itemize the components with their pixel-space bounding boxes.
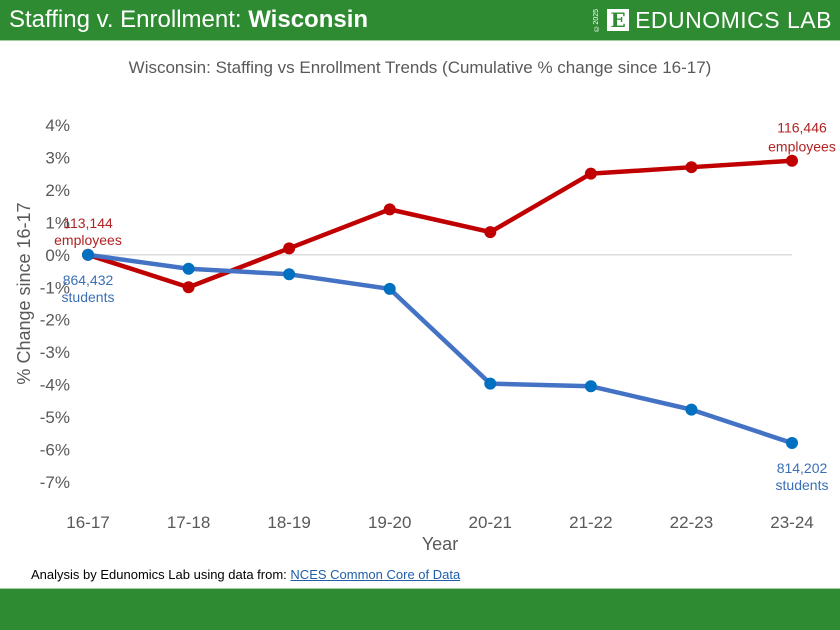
y-tick-label: -6% — [40, 441, 70, 460]
y-tick-label: -4% — [40, 376, 70, 395]
staffing-point — [383, 203, 396, 216]
student-unit-label: students — [62, 289, 115, 305]
enrollment-point — [484, 377, 497, 390]
y-tick-label: -3% — [40, 343, 70, 362]
enrollment-line — [85, 252, 795, 446]
student-count-label: 814,202 — [777, 460, 828, 476]
staffing-point — [182, 281, 195, 294]
logo-e-icon: E — [607, 9, 630, 31]
page-title-state: Wisconsin — [248, 6, 369, 33]
x-axis-title: Year — [422, 534, 458, 554]
enrollment-point — [685, 403, 698, 416]
staff-count-label: 113,144 — [63, 215, 113, 231]
y-tick-label: 1% — [45, 213, 70, 232]
enrollment-point — [786, 437, 798, 450]
enrollment-point — [182, 262, 195, 275]
staff-unit-label: employees — [768, 139, 836, 155]
y-tick-label: 4% — [45, 116, 70, 135]
staffing-point — [685, 161, 698, 174]
enrollment-point — [283, 268, 296, 281]
x-tick-label: 20-21 — [469, 513, 512, 532]
x-tick-label: 19-20 — [368, 513, 411, 532]
logo-text: EDUNOMICS LAB — [635, 7, 832, 33]
x-tick-label: 23-24 — [770, 513, 813, 532]
staffing-point — [584, 167, 597, 180]
source-link[interactable]: NCES Common Core of Data — [290, 567, 461, 582]
chart-title: Wisconsin: Staffing vs Enrollment Trends… — [128, 58, 712, 77]
enrollment-point — [82, 248, 94, 261]
source-note: Analysis by Edunomics Lab using data fro… — [31, 567, 460, 582]
series-group — [82, 154, 798, 450]
staffing-point — [786, 154, 798, 167]
staffing-point — [484, 226, 497, 239]
page-title: Staffing v. Enrollment: Wisconsin — [9, 4, 368, 36]
staff-count-label: 116,446 — [777, 120, 827, 136]
y-tick-label: 2% — [45, 181, 70, 200]
staff-unit-label: employees — [54, 232, 122, 248]
y-tick-label: 0% — [45, 246, 70, 265]
enrollment-point — [584, 380, 597, 393]
x-tick-label: 17-18 — [167, 513, 210, 532]
y-tick-label: -1% — [40, 278, 70, 297]
student-unit-label: students — [776, 477, 829, 493]
page-title-prefix: Staffing v. Enrollment: — [9, 6, 249, 33]
x-tick-label: 18-19 — [267, 513, 310, 532]
y-tick-label: -7% — [40, 473, 70, 492]
annotations-group: 113,144employees116,446employees864,432s… — [54, 120, 836, 493]
x-axis-ticks: 16-17 17-18 18-19 19-20 20-21 21-22 22-23 23-24 — [66, 513, 813, 532]
y-axis-title: % Change since 16-17 — [14, 202, 34, 384]
student-count-label: 864,432 — [63, 272, 114, 288]
source-prefix: Analysis by Edunomics Lab using data fro… — [31, 567, 291, 582]
x-tick-label: 16-17 — [66, 513, 109, 532]
y-tick-label: -5% — [40, 408, 70, 427]
x-tick-label: 21-22 — [569, 513, 612, 532]
x-tick-label: 22-23 — [670, 513, 713, 532]
staffing-line — [85, 158, 795, 290]
y-tick-label: -2% — [40, 311, 70, 330]
enrollment-point — [383, 282, 396, 295]
y-tick-label: 3% — [45, 148, 70, 167]
staffing-point — [283, 242, 296, 255]
header-bar: Staffing v. Enrollment: Wisconsin ©2025 … — [0, 0, 840, 41]
y-axis-ticks: 4% 3% 2% 1% 0% -1% -2% -3% -4% -5% -6% -7% — [40, 116, 70, 492]
edunomics-logo: ©2025 E EDUNOMICS LAB — [593, 6, 832, 34]
footer-bar — [0, 588, 840, 630]
